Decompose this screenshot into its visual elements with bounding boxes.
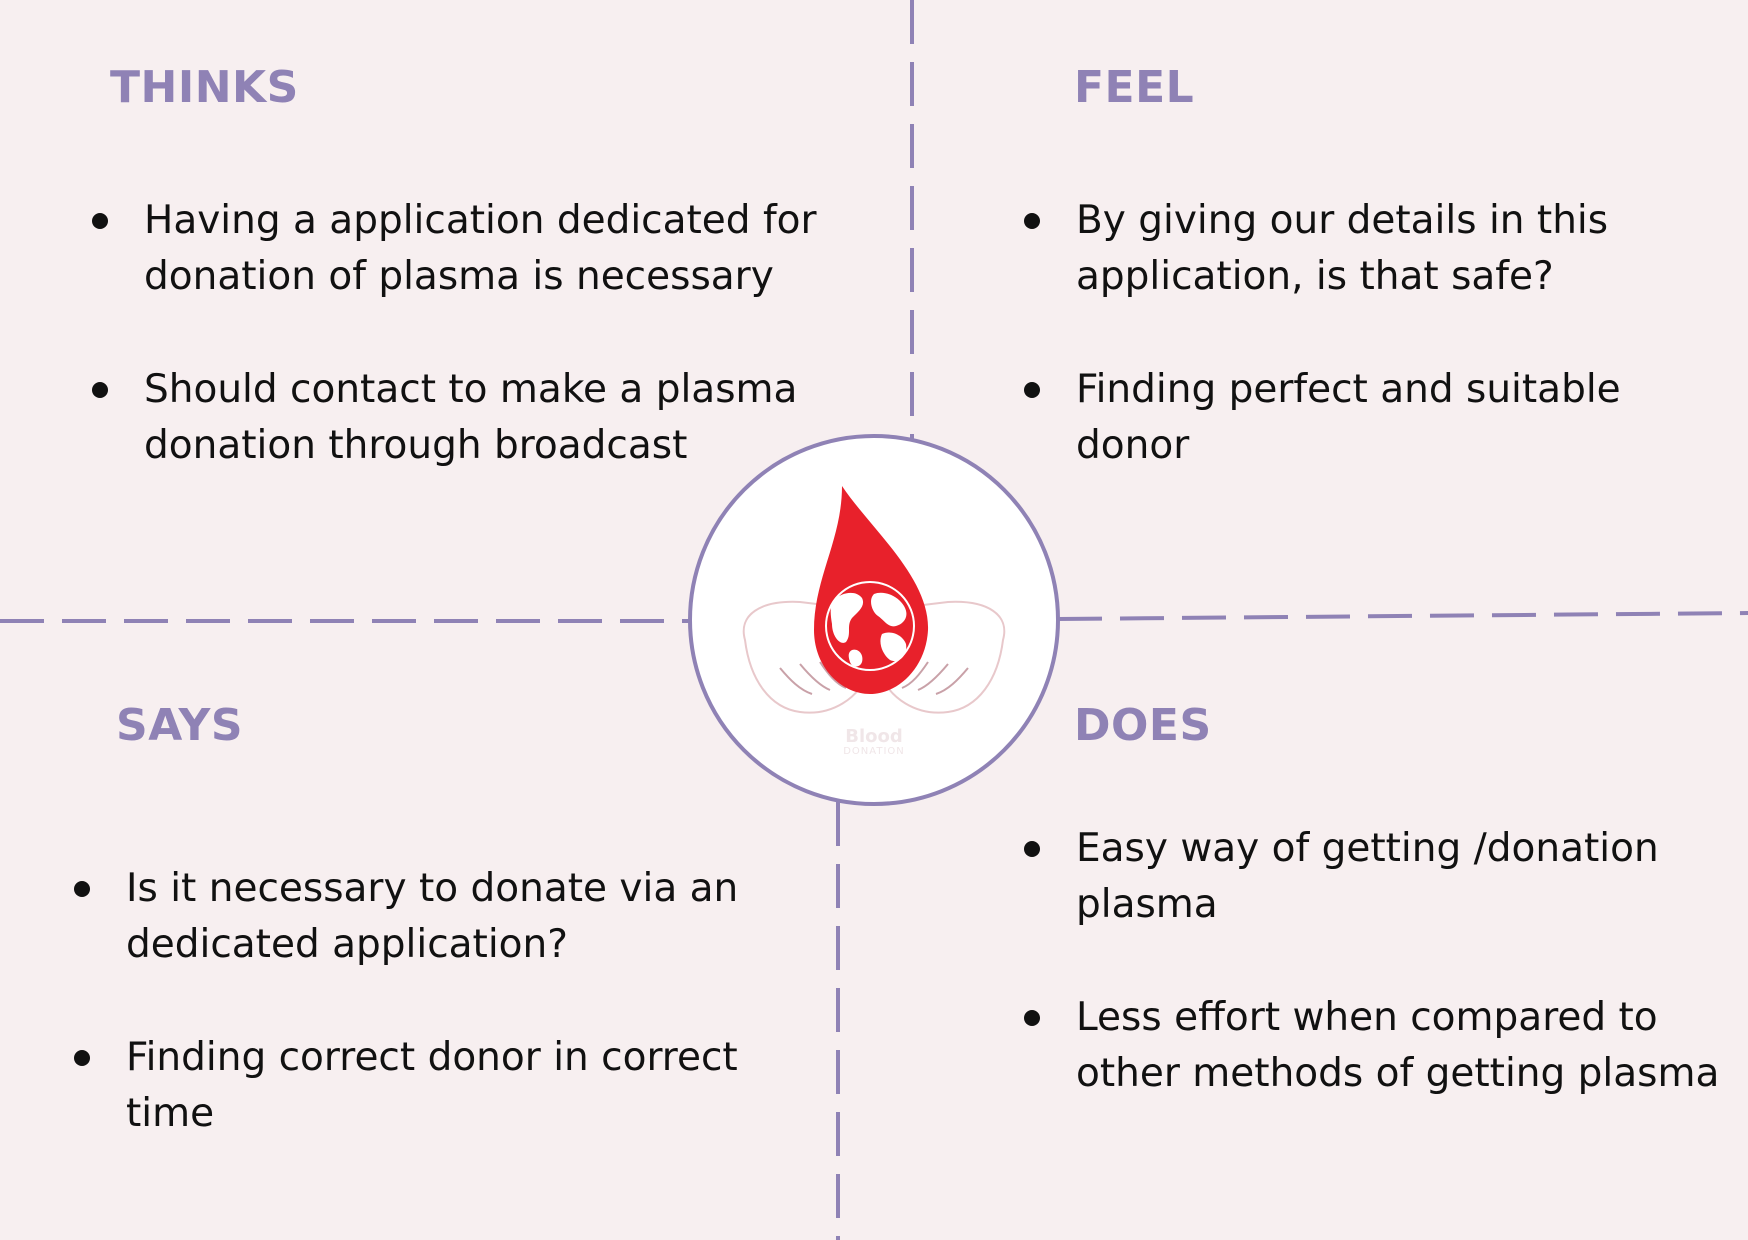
quadrant-title-feel: FEEL	[1074, 62, 1195, 113]
bullet-icon	[92, 213, 108, 229]
quadrant-title-says: SAYS	[116, 700, 244, 751]
bullet-icon	[1024, 1010, 1040, 1026]
list-item: Easy way of getting /donation plasma	[1024, 821, 1744, 933]
quadrant-does: DOES Easy way of getting /donation plasm…	[1024, 700, 1744, 1159]
logo-text-line1: Blood	[845, 726, 903, 747]
quadrant-thinks: THINKS Having a application dedicated fo…	[92, 62, 882, 531]
list-item: Finding perfect and suitable donor	[1024, 362, 1724, 474]
does-list: Easy way of getting /donation plasma Les…	[1024, 821, 1744, 1102]
list-item-text: Finding correct donor in correct time	[126, 1035, 738, 1136]
list-item-text: Less effort when compared to other metho…	[1076, 995, 1720, 1096]
divider-right-horizontal	[1057, 611, 1748, 621]
bullet-icon	[1024, 382, 1040, 398]
bullet-icon	[74, 1050, 90, 1066]
list-item-text: Finding perfect and suitable donor	[1076, 367, 1621, 468]
list-item: Is it necessary to donate via an dedicat…	[74, 861, 814, 973]
list-item-text: By giving our details in this applicatio…	[1076, 198, 1609, 299]
globe-icon	[825, 581, 915, 671]
bullet-icon	[92, 382, 108, 398]
quadrant-says: SAYS Is it necessary to donate via an de…	[74, 700, 814, 1199]
list-item-text: Having a application dedicated for donat…	[144, 198, 817, 299]
list-item-text: Should contact to make a plasma donation…	[144, 367, 798, 468]
bullet-icon	[1024, 841, 1040, 857]
list-item: Finding correct donor in correct time	[74, 1030, 814, 1142]
list-item-text: Easy way of getting /donation plasma	[1076, 826, 1659, 927]
list-item-text: Is it necessary to donate via an dedicat…	[126, 866, 739, 967]
feel-list: By giving our details in this applicatio…	[1024, 193, 1724, 474]
thinks-list: Having a application dedicated for donat…	[92, 193, 882, 474]
logo-text: Blood DONATION	[774, 728, 974, 758]
list-item: Should contact to make a plasma donation…	[92, 362, 882, 474]
list-item: By giving our details in this applicatio…	[1024, 193, 1724, 305]
quadrant-title-does: DOES	[1074, 700, 1212, 751]
list-item: Having a application dedicated for donat…	[92, 193, 882, 305]
bullet-icon	[1024, 213, 1040, 229]
blood-drop-globe-hands-icon	[742, 486, 1006, 714]
logo-text-line2: DONATION	[843, 746, 905, 757]
bullet-icon	[74, 881, 90, 897]
says-list: Is it necessary to donate via an dedicat…	[74, 861, 814, 1142]
list-item: Less effort when compared to other metho…	[1024, 990, 1744, 1102]
quadrant-title-thinks: THINKS	[110, 62, 299, 113]
quadrant-feel: FEEL By giving our details in this appli…	[1024, 62, 1724, 531]
